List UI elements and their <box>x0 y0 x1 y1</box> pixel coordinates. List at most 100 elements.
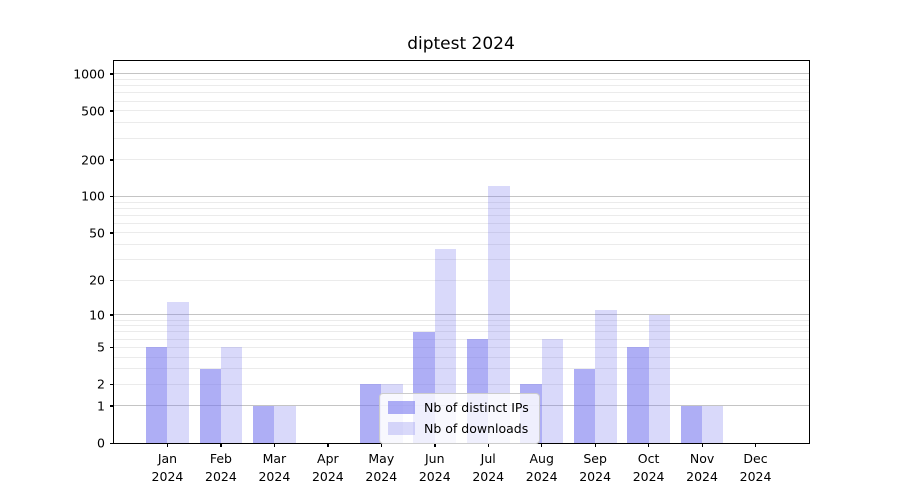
minor-gridline <box>114 137 809 139</box>
x-tick-mark <box>327 443 329 447</box>
x-tick-mark <box>594 443 596 447</box>
bar-distinct-ips <box>359 384 382 443</box>
x-tick-month: Aug <box>529 451 554 466</box>
minor-gridline <box>114 325 809 327</box>
minor-gridline <box>114 368 809 370</box>
x-tick-month: Nov <box>689 451 715 466</box>
bar-downloads <box>702 405 724 443</box>
x-tick-month: Oct <box>637 451 660 466</box>
minor-gridline <box>114 319 809 321</box>
plot-area: 0 1 2 5 10 20 50 100 200 500 1000 Jan 2024 Feb 2024 Mar… <box>73 60 810 484</box>
minor-gridline <box>114 331 809 333</box>
y-tick-mark <box>110 346 114 349</box>
x-tick-year: 2024 <box>686 469 718 485</box>
y-tick-label: 100 <box>81 188 105 204</box>
minor-gridline <box>114 383 809 385</box>
x-tick-label: Nov 2024 <box>686 450 718 486</box>
minor-gridline <box>114 222 809 224</box>
x-tick-label: Aug 2024 <box>526 450 558 486</box>
x-tick-label: Dec 2024 <box>740 450 772 486</box>
x-tick-label: May 2024 <box>365 450 397 486</box>
x-tick-mark <box>434 443 436 447</box>
x-tick-year: 2024 <box>418 469 451 485</box>
x-tick-mark <box>220 443 222 447</box>
x-tick-year: 2024 <box>525 469 558 485</box>
x-tick-mark <box>487 443 490 447</box>
minor-gridline <box>114 279 809 281</box>
grid-layer <box>114 61 809 443</box>
bar-distinct-ips <box>573 368 596 443</box>
x-tick-year: 2024 <box>365 469 398 485</box>
x-tick-mark <box>380 443 383 447</box>
x-tick-label: Jun 2024 <box>419 450 451 486</box>
legend-swatch <box>388 422 415 435</box>
x-tick-year: 2024 <box>472 469 505 485</box>
minor-gridline <box>114 159 809 161</box>
x-tick-month: Apr <box>317 451 339 466</box>
x-tick-label: Jan 2024 <box>152 450 184 486</box>
minor-gridline <box>114 79 809 81</box>
minor-gridline <box>114 92 809 94</box>
x-tick-mark <box>648 443 650 447</box>
x-tick-mark <box>273 443 276 447</box>
axis-layer: 0 1 2 5 10 20 50 100 200 500 1000 Jan 2024 Feb 2024 Mar… <box>73 61 809 484</box>
bar-downloads <box>541 339 564 443</box>
legend-item: Nb of distinct IPs <box>388 400 529 415</box>
x-tick-month: Feb <box>209 451 232 466</box>
y-tick-mark <box>110 442 114 444</box>
y-tick-label: 0 <box>97 435 105 451</box>
x-tick-year: 2024 <box>739 469 772 485</box>
x-tick-year: 2024 <box>258 469 291 485</box>
x-tick-month: Jul <box>480 451 496 466</box>
x-tick-mark <box>755 443 757 447</box>
y-tick-mark <box>110 232 114 234</box>
y-tick-mark <box>110 405 114 407</box>
y-tick-label: 2 <box>97 376 105 392</box>
minor-gridline <box>114 85 809 87</box>
y-tick-label: 10 <box>89 307 105 323</box>
legend-item: Nb of downloads <box>388 421 529 436</box>
x-tick-year: 2024 <box>205 469 237 485</box>
x-tick-year: 2024 <box>151 469 184 485</box>
bar-distinct-ips <box>680 405 703 443</box>
y-tick-label: 5 <box>97 339 105 355</box>
minor-gridline <box>114 259 809 261</box>
y-tick-mark <box>110 73 114 75</box>
x-tick-label: Apr 2024 <box>312 450 344 486</box>
x-tick-label: Oct 2024 <box>633 450 665 486</box>
bar-downloads <box>220 347 243 443</box>
bar-distinct-ips <box>146 347 168 443</box>
minor-gridline <box>114 214 809 216</box>
x-tick-mark <box>701 443 703 447</box>
x-tick-month: Mar <box>262 451 287 466</box>
minor-gridline <box>114 100 809 102</box>
chart-title: diptest 2024 <box>407 34 515 54</box>
bar-downloads <box>274 405 296 443</box>
y-tick-label: 500 <box>81 103 105 119</box>
minor-gridline <box>114 356 809 358</box>
minor-gridline <box>114 110 809 112</box>
bar-downloads <box>488 185 510 443</box>
legend: Nb of distinct IPs Nb of downloads <box>379 393 540 444</box>
y-tick-label: 50 <box>89 225 105 241</box>
y-tick-label: 1000 <box>73 66 105 82</box>
bar-downloads <box>648 314 670 443</box>
x-tick-label: Mar 2024 <box>258 450 290 486</box>
y-tick-label: 200 <box>81 152 105 168</box>
minor-gridline <box>114 201 809 203</box>
y-tick-mark <box>110 195 114 198</box>
minor-gridline <box>114 232 809 234</box>
x-tick-mark <box>541 443 543 447</box>
y-tick-mark <box>110 110 114 112</box>
x-tick-mark <box>166 443 169 447</box>
x-tick-month: Dec <box>743 451 768 466</box>
minor-gridline <box>114 346 809 348</box>
major-gridline <box>114 195 809 197</box>
x-tick-label: Jul 2024 <box>472 450 504 486</box>
minor-gridline <box>114 244 809 246</box>
bar-distinct-ips <box>199 368 221 443</box>
y-tick-label: 20 <box>89 272 105 288</box>
y-tick-label: 1 <box>97 398 105 414</box>
x-tick-year: 2024 <box>632 469 665 485</box>
bar-downloads <box>595 310 617 443</box>
